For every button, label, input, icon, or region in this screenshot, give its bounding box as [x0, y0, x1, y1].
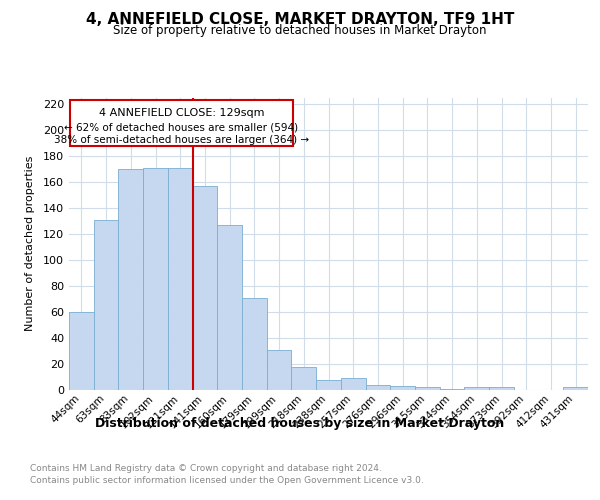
Bar [217, 225, 242, 390]
Bar [341, 378, 365, 390]
Text: ← 62% of detached houses are smaller (594): ← 62% of detached houses are smaller (59… [64, 122, 299, 132]
Bar [94, 220, 118, 390]
Bar [143, 168, 168, 390]
Text: 4 ANNEFIELD CLOSE: 129sqm: 4 ANNEFIELD CLOSE: 129sqm [98, 108, 264, 118]
Bar [440, 388, 464, 390]
Bar [242, 298, 267, 390]
Bar [70, 100, 293, 146]
Bar [292, 366, 316, 390]
Bar [69, 312, 94, 390]
Bar [365, 385, 390, 390]
Bar [267, 350, 292, 390]
Text: Size of property relative to detached houses in Market Drayton: Size of property relative to detached ho… [113, 24, 487, 37]
Bar [464, 388, 489, 390]
Bar [168, 168, 193, 390]
Bar [489, 388, 514, 390]
Bar [193, 186, 217, 390]
Text: Contains HM Land Registry data © Crown copyright and database right 2024.: Contains HM Land Registry data © Crown c… [30, 464, 382, 473]
Bar [415, 388, 440, 390]
Bar [390, 386, 415, 390]
Bar [118, 169, 143, 390]
Text: 38% of semi-detached houses are larger (364) →: 38% of semi-detached houses are larger (… [54, 135, 309, 145]
Bar [316, 380, 341, 390]
Y-axis label: Number of detached properties: Number of detached properties [25, 156, 35, 332]
Text: Distribution of detached houses by size in Market Drayton: Distribution of detached houses by size … [95, 418, 505, 430]
Bar [563, 388, 588, 390]
Text: 4, ANNEFIELD CLOSE, MARKET DRAYTON, TF9 1HT: 4, ANNEFIELD CLOSE, MARKET DRAYTON, TF9 … [86, 12, 514, 28]
Text: Contains public sector information licensed under the Open Government Licence v3: Contains public sector information licen… [30, 476, 424, 485]
